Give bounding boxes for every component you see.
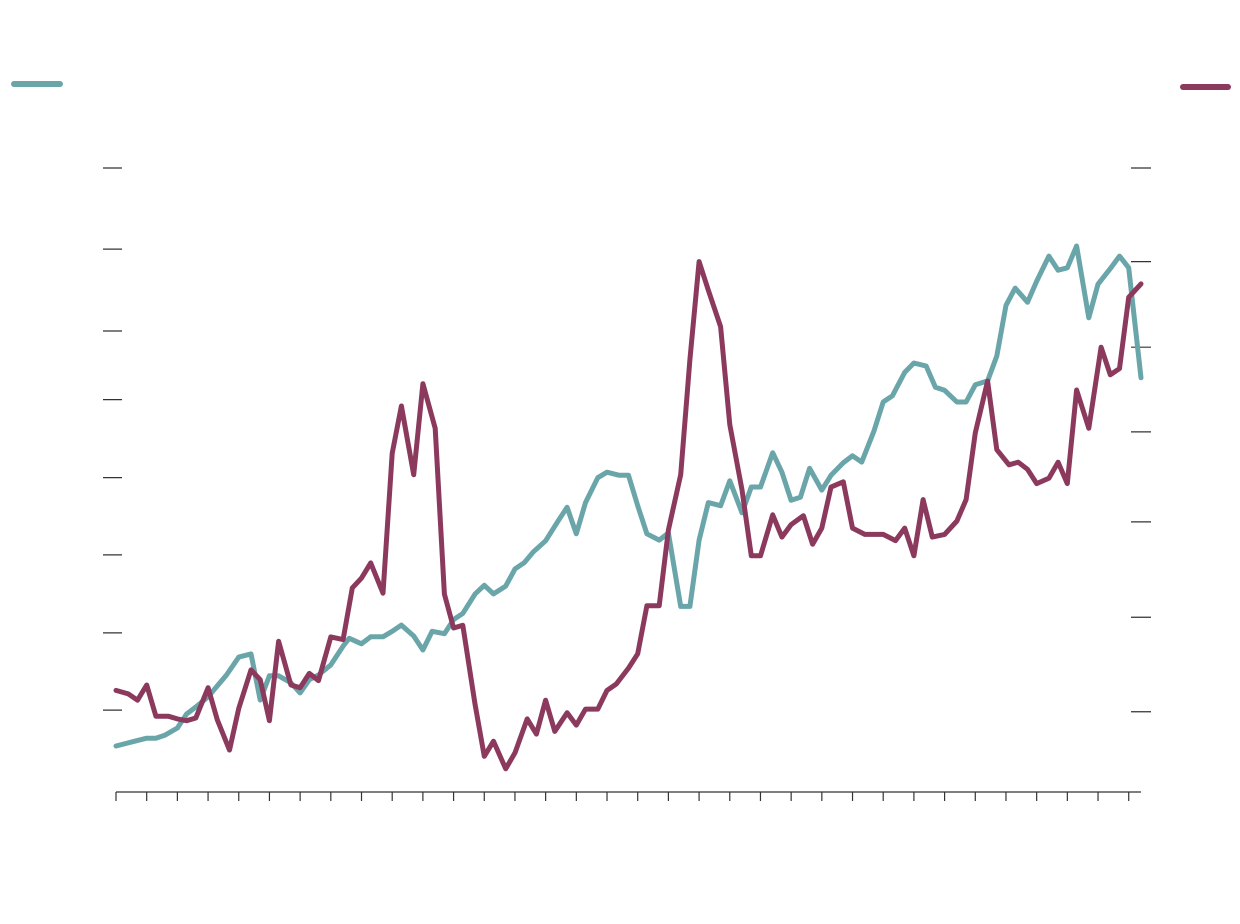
series-line bbox=[113, 259, 1144, 772]
